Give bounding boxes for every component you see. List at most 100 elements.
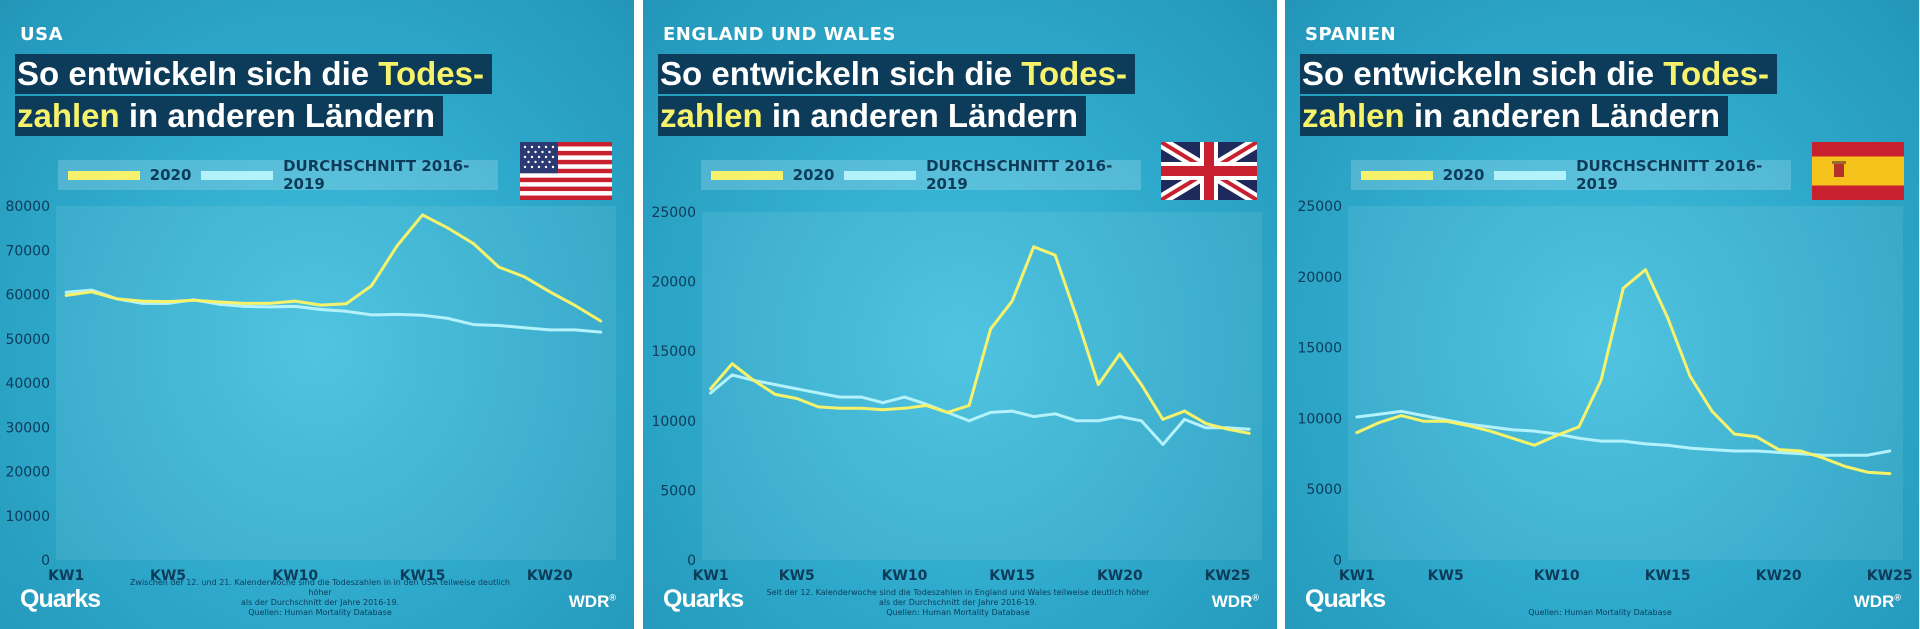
data-point-average — [1577, 436, 1581, 440]
series-line-average — [64, 288, 603, 334]
data-point-2020 — [1732, 432, 1736, 436]
data-point-2020 — [859, 406, 863, 410]
data-point-average — [1139, 419, 1143, 423]
data-point-2020 — [166, 300, 170, 303]
country-label: USA — [20, 24, 64, 45]
legend-label-2020: 2020 — [1442, 166, 1485, 184]
data-point-2020 — [1666, 316, 1670, 320]
data-point-average — [1843, 453, 1847, 457]
headline-text: So entwickeln sich die — [1302, 55, 1664, 92]
data-point-2020 — [1510, 436, 1514, 440]
y-tick-label: 10000 — [1297, 411, 1342, 427]
page-title: So entwickeln sich die Todes- zahlen in … — [658, 54, 1136, 138]
data-point-average — [1399, 409, 1403, 413]
data-point-average — [293, 305, 297, 308]
data-point-2020 — [446, 226, 450, 230]
data-point-average — [1666, 443, 1670, 447]
plot-area — [1348, 206, 1903, 560]
data-point-average — [989, 411, 993, 414]
data-point-average — [1075, 419, 1079, 423]
footnote-line: Quellen: Human Mortality Database — [1528, 608, 1672, 617]
y-tick-label: 20000 — [651, 275, 696, 291]
legend-swatch-2020 — [1361, 170, 1433, 180]
data-point-average — [1888, 449, 1892, 453]
y-tick-label: 30000 — [5, 420, 50, 436]
plot-area — [702, 212, 1262, 560]
x-tick-label: KW25 — [1205, 568, 1251, 584]
data-point-average — [1377, 412, 1381, 416]
data-point-average — [1053, 412, 1057, 416]
data-point-average — [967, 419, 971, 423]
data-point-2020 — [1075, 316, 1079, 320]
data-point-average — [370, 313, 374, 317]
series-line-2020 — [1355, 268, 1892, 476]
data-point-average — [1821, 453, 1825, 457]
legend-label-2020: 2020 — [149, 166, 192, 184]
data-point-2020 — [838, 406, 842, 410]
quarks-logo: Quarks — [1305, 585, 1386, 613]
headline-text: in anderen Ländern — [119, 97, 436, 134]
data-point-average — [1096, 419, 1100, 423]
data-point-2020 — [268, 301, 272, 305]
footnote-line: Seit der 12. Kalenderwoche sind die Tode… — [766, 588, 1150, 597]
data-point-average — [1599, 439, 1603, 443]
footnote-line: als der Durchschnitt der Jahre 2016-19. — [879, 598, 1037, 607]
series-line-average — [709, 373, 1251, 446]
y-tick-label: 70000 — [5, 243, 50, 259]
data-point-average — [1422, 414, 1425, 417]
data-point-average — [344, 309, 348, 313]
legend-swatch-2020 — [68, 170, 140, 180]
data-point-2020 — [242, 301, 246, 305]
legend-swatch-average — [844, 170, 917, 180]
data-point-average — [709, 391, 713, 395]
data-point-2020 — [752, 379, 756, 382]
data-point-average — [730, 373, 734, 377]
data-point-2020 — [1488, 429, 1492, 433]
data-point-2020 — [1032, 245, 1036, 249]
y-tick-label: 10000 — [5, 509, 50, 525]
data-point-2020 — [1053, 253, 1057, 257]
quarks-logo: Quarks — [663, 585, 744, 613]
y-tick-label: 80000 — [5, 199, 50, 215]
data-point-2020 — [1577, 425, 1581, 429]
data-point-2020 — [1139, 383, 1143, 387]
y-tick-label: 5000 — [660, 483, 696, 499]
data-point-2020 — [989, 327, 993, 331]
data-point-2020 — [730, 362, 734, 366]
data-point-average — [859, 395, 863, 399]
footnote: Quellen: Human Mortality Database — [1485, 608, 1715, 618]
line-chart-england-wales: 0 5000 10000 15000 20000 25000 KW1 KW5 KW10 KW15 K… — [651, 205, 1251, 584]
y-tick-label: 60000 — [5, 288, 50, 304]
data-point-average — [446, 316, 450, 320]
y-tick-label: 15000 — [651, 344, 696, 360]
data-point-2020 — [1755, 435, 1758, 439]
x-tick-label: KW5 — [1428, 568, 1464, 584]
data-point-average — [881, 401, 885, 405]
footnote-line: Quellen: Human Mortality Database — [886, 608, 1030, 617]
data-point-2020 — [1821, 456, 1825, 460]
data-point-2020 — [1204, 422, 1208, 425]
data-point-2020 — [115, 297, 119, 301]
data-point-2020 — [1096, 383, 1100, 387]
data-point-2020 — [903, 406, 906, 410]
data-point-average — [1183, 418, 1186, 421]
y-tick-label: 15000 — [1297, 341, 1342, 357]
data-point-2020 — [293, 299, 297, 303]
data-point-average — [548, 328, 552, 332]
data-point-average — [1621, 439, 1625, 443]
data-point-average — [141, 301, 144, 305]
footnote-line: als der Durchschnitt der Jahre 2016-19. — [241, 598, 399, 607]
data-point-average — [319, 308, 323, 311]
data-point-2020 — [1466, 424, 1470, 427]
data-point-2020 — [192, 298, 195, 302]
data-point-2020 — [421, 213, 424, 217]
data-point-average — [1688, 446, 1692, 450]
panel-england-wales: ENGLAND UND WALES So entwickeln sich die… — [643, 0, 1277, 629]
uk-flag-icon — [1161, 142, 1257, 200]
y-tick-label: 10000 — [651, 414, 696, 430]
data-point-2020 — [472, 242, 475, 246]
x-tick-label: KW15 — [989, 568, 1035, 584]
data-point-2020 — [924, 404, 928, 407]
data-point-average — [599, 330, 603, 334]
y-tick-label: 0 — [687, 553, 696, 569]
